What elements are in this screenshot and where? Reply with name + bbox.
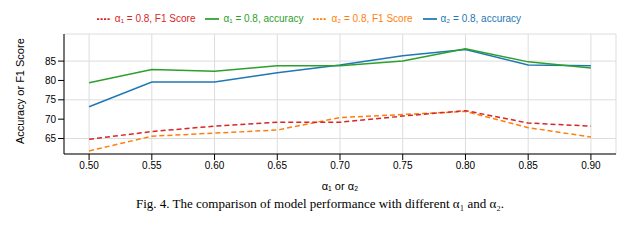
svg-text:65: 65 xyxy=(45,133,57,144)
svg-text:α₁ or α₂: α₁ or α₂ xyxy=(322,180,359,192)
html-text:Fig. 4. The comparison of mode: Fig. 4. The comparison of model performa… xyxy=(136,196,504,211)
svg-text:0.90: 0.90 xyxy=(581,160,601,171)
svg-text:0.65: 0.65 xyxy=(268,160,288,171)
svg-text:0.55: 0.55 xyxy=(142,160,162,171)
svg-text:0.60: 0.60 xyxy=(205,160,225,171)
svg-text:0.85: 0.85 xyxy=(518,160,538,171)
svg-text:0.70: 0.70 xyxy=(330,160,350,171)
html-text:α₂ = 0.8, accuracy: α₂ = 0.8, accuracy xyxy=(440,12,522,24)
svg-text:75: 75 xyxy=(45,94,57,105)
svg-text:0.80: 0.80 xyxy=(456,160,476,171)
svg-text:Accuracy or F1 Score: Accuracy or F1 Score xyxy=(14,38,26,144)
html-text:α₁ = 0.8, F1 Score: α₁ = 0.8, F1 Score xyxy=(114,12,196,24)
svg-text:0.50: 0.50 xyxy=(79,160,99,171)
svg-text:70: 70 xyxy=(45,114,57,125)
html-text:α₂ = 0.8, F1 Score: α₂ = 0.8, F1 Score xyxy=(331,12,413,24)
html-text:α₁ = 0.8, accuracy: α₁ = 0.8, accuracy xyxy=(223,12,304,24)
svg-text:85: 85 xyxy=(45,56,57,67)
svg-text:0.75: 0.75 xyxy=(393,160,413,171)
svg-text:80: 80 xyxy=(45,75,57,86)
